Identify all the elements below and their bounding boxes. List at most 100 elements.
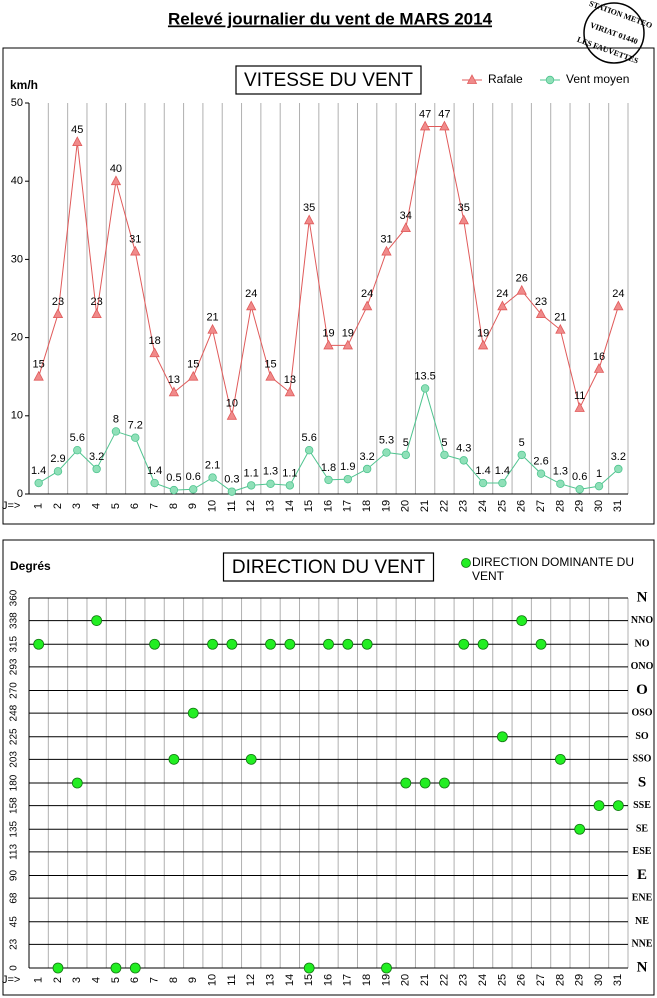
x-tick-label: 26 — [516, 974, 528, 986]
data-label: 15 — [187, 359, 199, 371]
marker — [207, 323, 218, 334]
x-tick-label: 11 — [226, 500, 238, 511]
data-label: 5.6 — [70, 432, 85, 444]
x-tick-label: 2 — [52, 503, 64, 509]
y-tick-label: 30 — [11, 253, 23, 265]
x-tick-label: 10 — [206, 500, 218, 512]
data-label: 23 — [52, 296, 64, 308]
data-label: 34 — [400, 210, 412, 222]
marker — [168, 386, 180, 397]
x-tick-label: 19 — [380, 974, 392, 986]
marker — [323, 339, 334, 350]
y2-tick-label: NO — [635, 639, 650, 650]
point — [91, 615, 103, 627]
data-label: 40 — [110, 163, 122, 175]
y-tick-label: 338 — [9, 612, 20, 629]
marker — [91, 308, 102, 319]
x-axis-label: J=> — [2, 500, 20, 512]
x-tick-label: 14 — [284, 974, 296, 986]
y2-tick-label: SO — [635, 731, 649, 742]
x-tick-label: 1 — [33, 977, 45, 983]
y2-tick-label: N — [637, 589, 648, 605]
x-tick-label: 29 — [574, 500, 586, 512]
data-label: 24 — [245, 288, 257, 300]
x-tick-label: 15 — [303, 500, 315, 512]
point — [477, 638, 489, 650]
data-label: 47 — [419, 108, 431, 120]
x-tick-label: 17 — [342, 974, 354, 986]
marker — [362, 464, 372, 474]
y2-tick-label: E — [637, 867, 647, 883]
y-tick-label: 50 — [11, 97, 23, 109]
point — [265, 638, 276, 650]
x-tick-label: 13 — [264, 974, 276, 986]
page-title: Relevé journalier du vent de MARS 2014 — [168, 9, 493, 28]
x-tick-label: 6 — [129, 503, 141, 509]
marker — [575, 485, 584, 494]
data-label: 47 — [438, 108, 450, 120]
data-label: 19 — [322, 327, 334, 339]
x-tick-label: 20 — [400, 974, 412, 986]
point — [574, 823, 586, 835]
marker — [400, 222, 411, 233]
x-tick-label: 5 — [110, 503, 122, 509]
marker — [285, 481, 295, 490]
marker — [34, 478, 43, 488]
x-tick-label: 8 — [168, 503, 180, 509]
data-label: 0.3 — [224, 474, 239, 486]
point — [323, 638, 334, 650]
legend-box: DIRECTION DOMINANTE DU VENT — [472, 555, 634, 583]
data-label: 5.3 — [379, 434, 394, 446]
data-label: 15 — [264, 359, 276, 371]
y-tick-label: 135 — [9, 820, 20, 837]
data-label: 1.4 — [31, 465, 46, 477]
point — [554, 753, 566, 765]
x-tick-label: 12 — [245, 500, 257, 512]
y-tick-label: 270 — [9, 682, 20, 699]
point — [419, 777, 431, 789]
y-tick-label: 40 — [11, 175, 23, 187]
data-label: 2.9 — [50, 453, 65, 465]
data-label: 3.2 — [611, 451, 626, 463]
x-tick-label: 5 — [110, 977, 122, 983]
y2-tick-label: SSO — [633, 754, 652, 765]
point — [284, 638, 296, 650]
data-label: 1.8 — [321, 462, 336, 474]
x-tick-label: 4 — [91, 977, 103, 983]
stamp: STATION METEO VIRIAT 01440 LES FAUVETTES — [576, 0, 654, 66]
stamp-ring — [583, 2, 645, 64]
chart-title: DIRECTION DU VENT — [232, 557, 426, 578]
marker — [593, 363, 605, 373]
x-tick-label: 30 — [593, 500, 605, 512]
marker — [381, 245, 392, 256]
y-tick-label: 203 — [9, 751, 20, 768]
marker — [545, 75, 555, 85]
y-tick-label: 45 — [9, 916, 20, 928]
x-tick-label: 24 — [477, 500, 489, 512]
x-tick-label: 26 — [516, 500, 528, 512]
point — [458, 638, 470, 650]
legend-label: Rafale — [488, 72, 523, 86]
data-label: 19 — [342, 327, 354, 339]
data-label: 2.1 — [205, 459, 220, 471]
x-tick-label: 14 — [284, 500, 296, 512]
marker — [516, 284, 527, 295]
title-box — [222, 552, 435, 582]
data-label: 19 — [477, 327, 489, 339]
data-label: 5 — [519, 437, 525, 449]
y-tick-label: 0 — [17, 488, 23, 500]
x-tick-label: 30 — [593, 974, 605, 986]
marker — [227, 487, 237, 496]
x-tick-label: 8 — [168, 977, 180, 983]
point — [381, 962, 392, 974]
data-label: 1.4 — [475, 465, 490, 477]
data-label: 1.1 — [282, 467, 297, 479]
x-tick-label: 28 — [554, 974, 566, 986]
x-tick-label: 29 — [574, 974, 586, 986]
data-label: 3.2 — [359, 451, 374, 463]
data-label: 5 — [441, 437, 447, 449]
data-label: 2.6 — [533, 456, 548, 468]
title-box — [235, 65, 422, 95]
y-tick-label: 158 — [9, 797, 20, 814]
